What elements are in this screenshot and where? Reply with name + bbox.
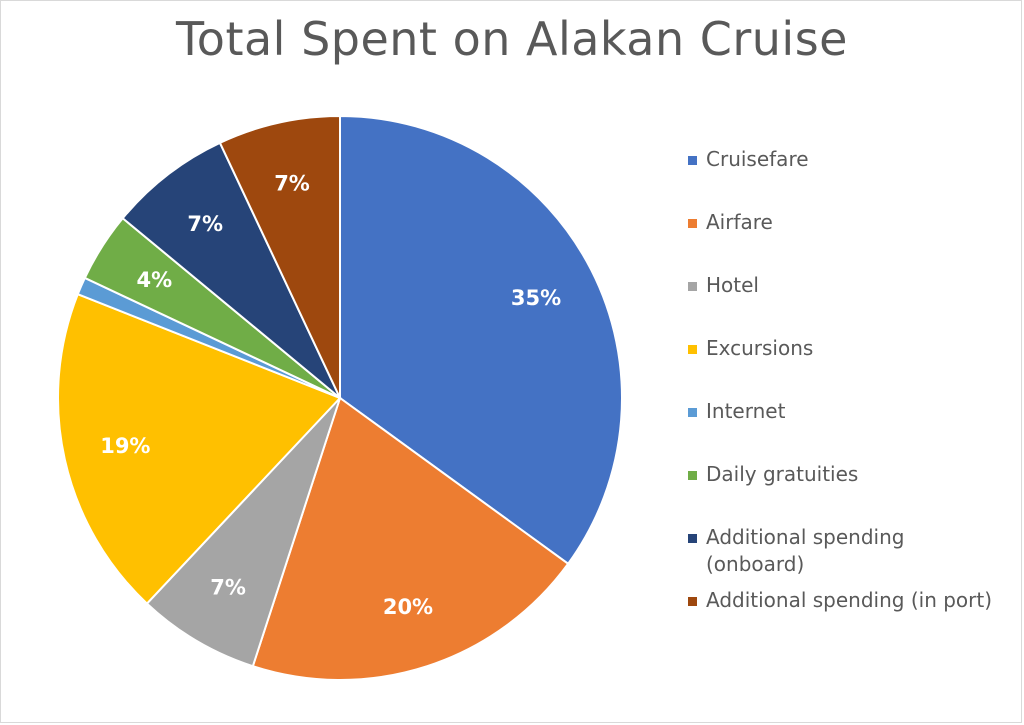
pie-slice-3 [57,292,342,605]
chart-title: Total Spent on Alakan Cruise [176,12,848,66]
legend-swatch-2 [688,282,697,291]
legend-item-0: Cruisefare [688,146,1024,173]
slice-label-0: 35% [511,286,561,310]
legend-label-6: Additional spending (onboard) [706,525,905,576]
slice-label-5: 4% [136,268,172,292]
legend-item-4: Internet [688,398,1024,425]
pie-slice-1 [251,396,570,681]
legend-label-4: Internet [706,399,786,423]
pie-slice-0 [339,114,623,566]
slice-label-6: 7% [187,212,223,236]
slice-label-2: 7% [210,575,246,599]
legend-swatch-1 [688,219,697,228]
legend-label-0: Cruisefare [706,147,809,171]
legend-label-5: Daily gratuities [706,462,859,486]
pie-slice-6 [121,141,341,399]
legend-item-3: Excursions [688,335,1024,362]
legend-label-3: Excursions [706,336,814,360]
legend-item-2: Hotel [688,272,1024,299]
legend-item-7: Additional spending (in port) [688,587,1024,614]
legend-swatch-5 [688,471,697,480]
legend-swatch-7 [688,597,697,606]
pie-slice-2 [145,397,341,668]
slice-label-3: 19% [100,434,150,458]
legend-swatch-3 [688,345,697,354]
pie-slice-7 [218,114,341,399]
legend-label-1: Airfare [706,210,773,234]
slice-label-7: 7% [274,171,310,195]
legend-item-1: Airfare [688,209,1024,236]
legend-label-2: Hotel [706,273,759,297]
legend-swatch-6 [688,534,697,543]
legend-swatch-0 [688,156,697,165]
slice-label-1: 20% [383,595,433,619]
legend-item-6: Additional spending (onboard) [688,524,1024,578]
legend-swatch-4 [688,408,697,417]
legend-item-5: Daily gratuities [688,461,1024,488]
legend-label-7: Additional spending (in port) [706,588,993,612]
